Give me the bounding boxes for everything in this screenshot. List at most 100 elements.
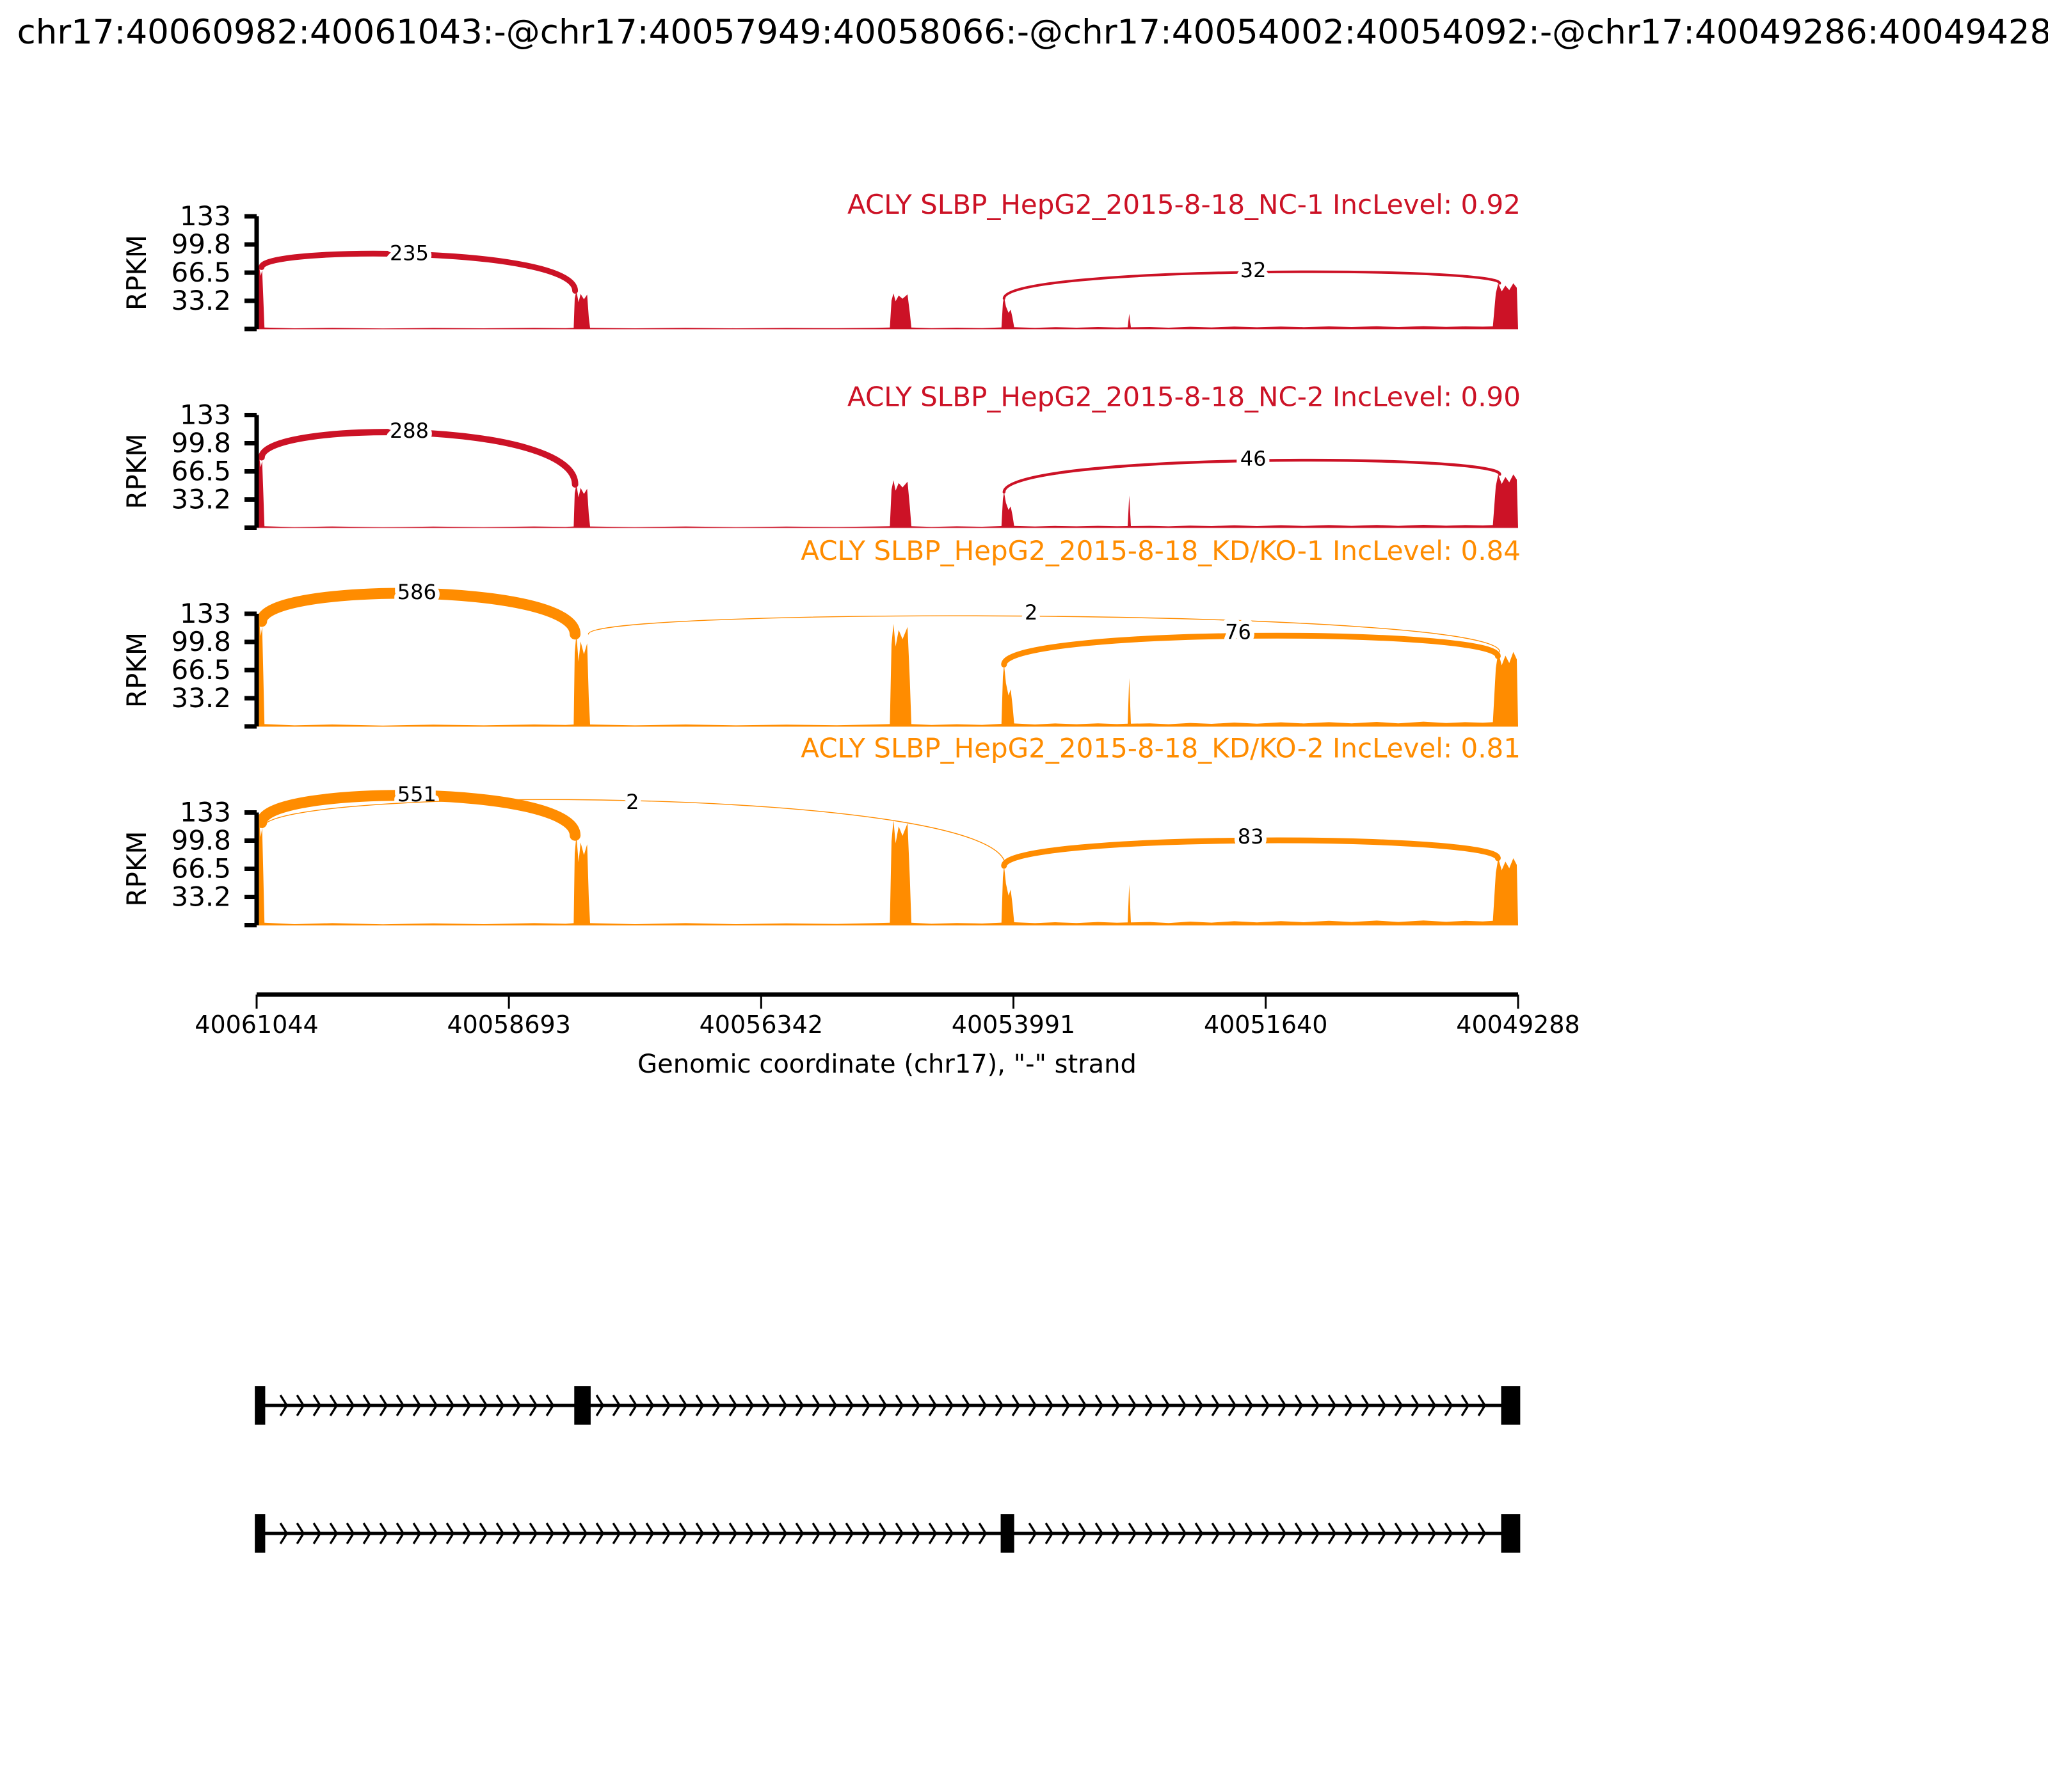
strand-arrow: [562, 1523, 572, 1544]
y-axis-tick-label: 133: [180, 399, 231, 431]
strand-arrow: [462, 1395, 472, 1416]
strand-arrow: [1394, 1523, 1404, 1544]
y-axis-tick-label: 99.8: [171, 428, 231, 459]
x-axis-tick-label: 40058693: [447, 1011, 570, 1039]
junction-arc: [1001, 837, 1501, 869]
y-axis-tick-label: 99.8: [171, 228, 231, 260]
strand-arrow: [1211, 1523, 1220, 1544]
transcript-isoform-mxe1: [255, 1386, 1521, 1425]
strand-arrow: [728, 1395, 738, 1416]
strand-arrow: [379, 1523, 388, 1544]
strand-arrow: [579, 1523, 588, 1544]
y-axis-tick-label: 66.5: [171, 654, 231, 685]
transcript-isoform-mxe2: [255, 1514, 1521, 1553]
strand-arrow: [362, 1395, 372, 1416]
strand-arrow: [678, 1523, 688, 1544]
strand-arrow: [1477, 1523, 1487, 1544]
junction-count-label: 2: [1025, 600, 1037, 625]
strand-arrow: [1244, 1395, 1254, 1416]
strand-arrow: [296, 1523, 305, 1544]
strand-arrow: [1161, 1395, 1171, 1416]
strand-arrow: [812, 1523, 821, 1544]
y-axis-tick-label: 66.5: [171, 853, 231, 884]
strand-arrow: [1128, 1395, 1137, 1416]
strand-arrow: [911, 1395, 921, 1416]
strand-arrow: [1061, 1523, 1071, 1544]
strand-arrow: [1094, 1395, 1104, 1416]
strand-arrow: [1377, 1395, 1387, 1416]
strand-arrow: [296, 1395, 305, 1416]
junction-arc: [1002, 458, 1501, 494]
x-axis-tick-label: 40061044: [195, 1011, 318, 1039]
strand-arrow: [1377, 1523, 1387, 1544]
junction-arc: [259, 250, 579, 294]
y-axis-tick-label: 133: [180, 797, 231, 828]
strand-arrow: [1178, 1395, 1187, 1416]
exon-block: [1501, 1514, 1521, 1553]
strand-arrow: [1311, 1395, 1320, 1416]
strand-arrow: [1427, 1523, 1437, 1544]
y-axis-tick-label: 99.8: [171, 825, 231, 856]
strand-arrow: [878, 1395, 888, 1416]
x-axis: 40061044 40058693 40056342 40053991 40051640…: [195, 992, 1580, 1039]
y-axis-tick-label: 33.2: [171, 682, 231, 714]
strand-arrow: [961, 1395, 971, 1416]
track-title: ACLY SLBP_HepG2_2015-8-18_KD/KO-1 IncLev…: [801, 535, 1521, 566]
strand-arrow: [712, 1395, 721, 1416]
strand-arrow: [1178, 1523, 1187, 1544]
junction-arc: [262, 799, 1006, 867]
exon-block: [1501, 1386, 1521, 1425]
strand-arrow: [595, 1523, 605, 1544]
strand-arrow: [1344, 1523, 1354, 1544]
strand-arrow: [1128, 1523, 1137, 1544]
strand-arrow: [1144, 1395, 1154, 1416]
strand-arrow: [429, 1523, 438, 1544]
strand-arrow: [1460, 1395, 1470, 1416]
strand-arrow: [545, 1523, 555, 1544]
strand-arrow: [279, 1395, 289, 1416]
strand-arrow: [329, 1523, 339, 1544]
strand-arrow: [895, 1523, 904, 1544]
strand-arrow: [1078, 1523, 1087, 1544]
y-axis-label-rpkm: RPKM: [121, 831, 152, 906]
junction-arc: [256, 588, 581, 640]
y-axis-tick-label: 133: [180, 200, 231, 232]
junction-arc: [1001, 632, 1501, 668]
strand-arrow: [1211, 1395, 1220, 1416]
strand-arrow: [1228, 1523, 1237, 1544]
strand-arrow: [1061, 1395, 1071, 1416]
strand-arrow: [612, 1395, 621, 1416]
y-axis-tick-label: 33.2: [171, 484, 231, 515]
strand-arrow: [595, 1395, 605, 1416]
strand-arrow: [1011, 1395, 1021, 1416]
y-axis-tick-label: 99.8: [171, 626, 231, 657]
x-axis-tick-label: 40053991: [952, 1011, 1075, 1039]
strand-arrow: [1044, 1523, 1054, 1544]
y-axis-label-rpkm: RPKM: [121, 235, 152, 310]
strand-arrow: [1228, 1395, 1237, 1416]
strand-arrow: [645, 1523, 655, 1544]
strand-arrow: [512, 1523, 522, 1544]
junction-count-label: 46: [1240, 447, 1267, 471]
x-axis-tick-label: 40051640: [1204, 1011, 1327, 1039]
strand-arrow: [1444, 1395, 1453, 1416]
y-axis-tick-label: 33.2: [171, 881, 231, 913]
strand-arrow: [346, 1395, 355, 1416]
strand-arrow: [1094, 1523, 1104, 1544]
strand-arrow: [1294, 1523, 1304, 1544]
strand-arrow: [279, 1523, 289, 1544]
exon-block: [574, 1386, 591, 1425]
junction-arc: [1002, 270, 1501, 300]
strand-arrow: [795, 1523, 804, 1544]
y-axis-label-rpkm: RPKM: [121, 433, 152, 509]
strand-arrow: [512, 1395, 522, 1416]
junction-arc: [258, 429, 579, 488]
strand-arrow: [412, 1395, 422, 1416]
strand-arrow: [479, 1523, 488, 1544]
strand-arrow: [1277, 1523, 1287, 1544]
strand-arrow: [1044, 1395, 1054, 1416]
y-axis-tick-label: 66.5: [171, 456, 231, 487]
strand-arrow: [978, 1523, 988, 1544]
